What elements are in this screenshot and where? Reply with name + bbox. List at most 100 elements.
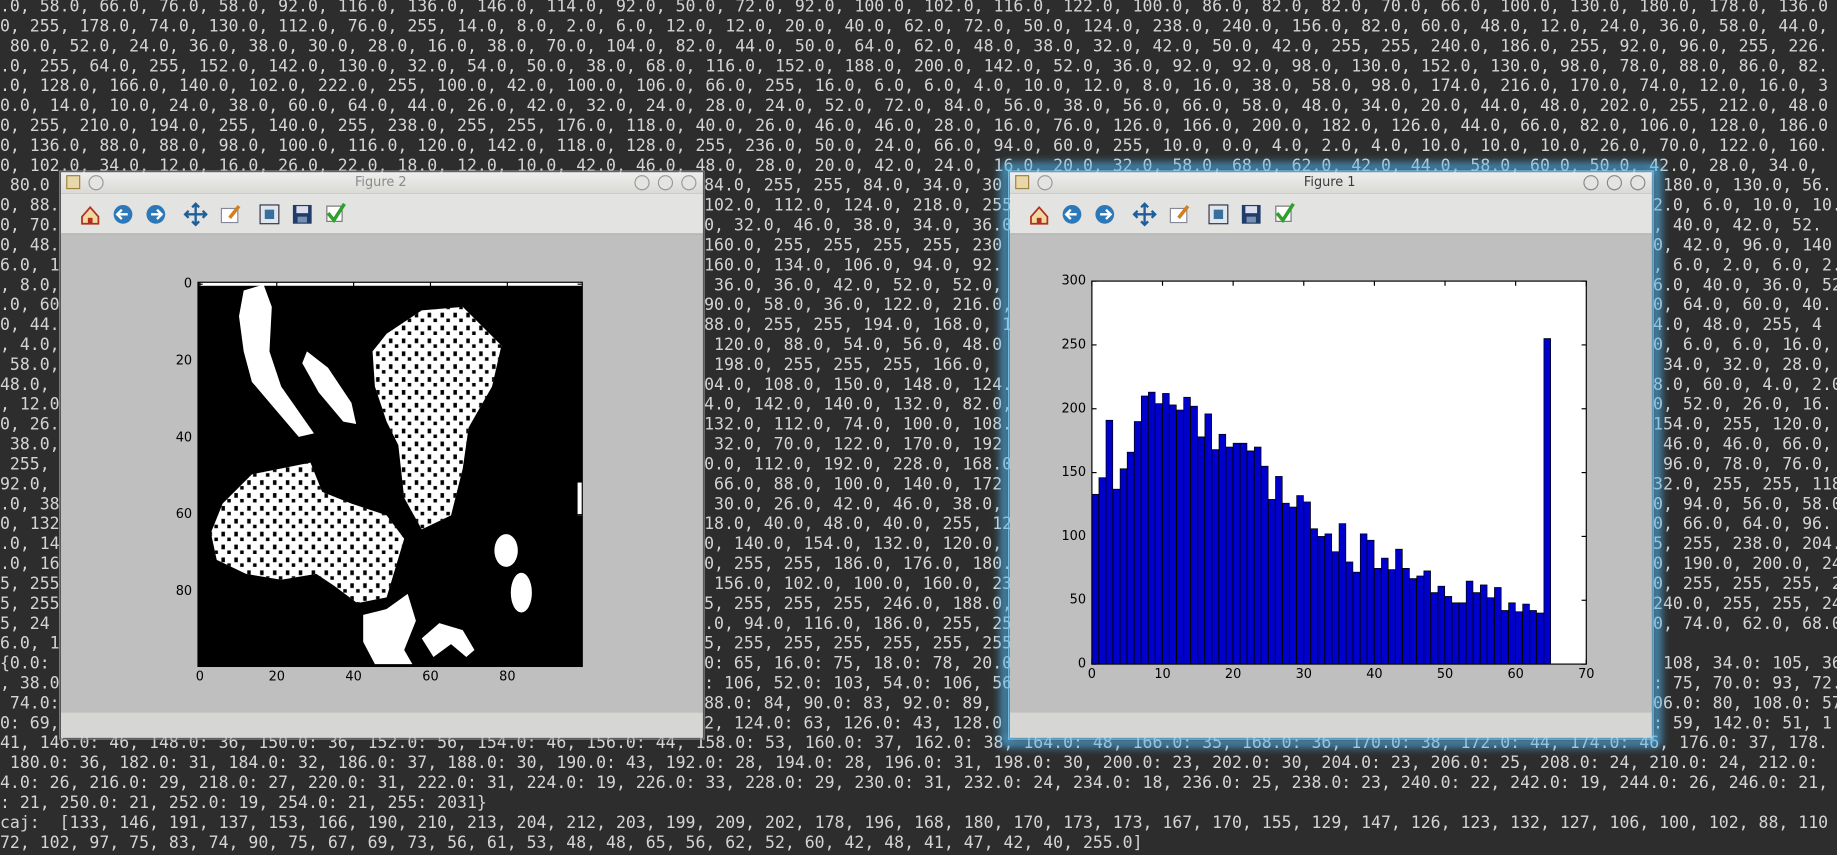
x-tick-label: 0: [1088, 667, 1096, 682]
terminal-line: 4.0, 48.0, 255, 4: [1653, 315, 1822, 334]
status-bar: [1009, 712, 1652, 738]
terminal-line: 46.0, 46.0, 66.0,: [1653, 435, 1832, 454]
terminal-line: , 12.0: [0, 395, 60, 414]
terminal-line: 0, 70.: [0, 216, 60, 235]
terminal-line: 80.0: [0, 176, 50, 195]
bar: [1501, 610, 1509, 665]
terminal-line: 5, 255, 255, 255, 246.0, 188.0,: [704, 594, 1012, 613]
window-border: [59, 170, 705, 740]
bar: [1543, 338, 1551, 665]
axes-frame: [1091, 280, 1587, 665]
terminal-line: 4.0, 142.0, 140.0, 132.0, 82.0,: [704, 395, 1012, 414]
bar: [1331, 551, 1340, 665]
figure-window: Figure 1 0 10 20 30 40 50 60 70 0 50 100 150 200 250 3…: [1001, 163, 1661, 747]
terminal-line: 5, 255: [0, 574, 60, 593]
terminal-line: 132.0, 112.0, 74.0, 100.0, 108.: [704, 415, 1012, 434]
terminal-line: 160.0, 134.0, 106.0, 94.0, 92.: [704, 255, 1002, 274]
bar: [1155, 403, 1163, 665]
terminal-line: 30.0, 26.0, 42.0, 46.0, 38.0,: [704, 494, 1002, 513]
bar: [1190, 405, 1198, 665]
bar: [1133, 421, 1142, 665]
terminal-line: 88.0: 84, 90.0: 83, 92.0: 89,: [704, 693, 992, 712]
bar: [1140, 395, 1149, 665]
bar: [1465, 580, 1474, 665]
terminal-line: 06.0: 80, 108.0: 57: [1653, 693, 1837, 712]
bar: [1338, 523, 1347, 665]
terminal-line: 84.0, 255, 255, 84.0, 34.0, 30: [704, 176, 1002, 195]
window-title: Figure 1: [1304, 175, 1356, 190]
bar: [1416, 575, 1424, 665]
terminal-line: : 59, 142.0: 51, 1: [1653, 713, 1832, 732]
terminal-line: 5, 24: [0, 614, 50, 633]
bar: [1119, 468, 1128, 665]
bar: [1091, 493, 1099, 665]
bar: [1437, 585, 1446, 665]
terminal-line: 0, 52.0, 26.0, 16.: [1653, 395, 1832, 414]
window-menu-button[interactable]: [88, 175, 104, 191]
bar: [1430, 592, 1438, 665]
bar: [1261, 465, 1269, 665]
close-button[interactable]: [1630, 175, 1646, 191]
bar: [1282, 502, 1290, 665]
terminal-line: 38.0,: [0, 435, 60, 454]
app-icon: [1015, 175, 1030, 190]
bar: [1112, 488, 1121, 665]
terminal-line: , 6.0, 2.0, 6.0, 2.: [1653, 255, 1837, 274]
maximize-button[interactable]: [1606, 175, 1623, 191]
terminal-line: 0, 26.: [0, 415, 60, 434]
terminal-line: 8.0, 60.0, 4.0, 2.0: [1653, 375, 1837, 394]
bar: [1458, 602, 1467, 665]
y-tick-label: 60: [176, 507, 192, 522]
terminal-line: 2, 124.0: 63, 126.0: 43, 128.0: [704, 713, 1002, 732]
bar: [1183, 396, 1191, 665]
terminal-line: .0, 128.0, 166.0, 140.0, 102.0, 222.0, 2…: [0, 76, 1828, 95]
bar: [1289, 506, 1297, 665]
terminal-line: 0, 44.: [0, 315, 60, 334]
x-tick-label: 40: [345, 669, 361, 684]
bar: [1536, 612, 1544, 665]
terminal-line: 0, 132: [0, 514, 60, 533]
x-tick-label: 20: [1225, 667, 1241, 682]
y-tick-label: 200: [1061, 401, 1086, 416]
bar: [1197, 436, 1205, 665]
terminal-line: 0, 190.0, 200.0, 24: [1653, 554, 1837, 573]
terminal-line: 0, 48.: [0, 235, 60, 254]
terminal-line: 0, 94.0, 56.0, 58.0: [1653, 494, 1837, 513]
bar: [1218, 433, 1227, 665]
bar: [1515, 611, 1523, 665]
bar: [1444, 596, 1453, 665]
x-tick-label: 10: [1154, 667, 1170, 682]
terminal-line: 88.0, 255, 255, 194.0, 168.0, 1: [704, 315, 1012, 334]
terminal-line: 96.0, 78.0, 76.0,: [1653, 454, 1832, 473]
window-menu-button[interactable]: [1037, 175, 1053, 191]
y-tick-label: 50: [1070, 593, 1086, 608]
bar: [1176, 409, 1184, 665]
terminal-line: 0, 255, 255, 255, 2: [1653, 574, 1837, 593]
terminal-line: 0, 64.0, 60.0, 40.: [1653, 295, 1832, 314]
x-tick-label: 60: [422, 669, 438, 684]
bar: [1317, 536, 1325, 665]
terminal-line: 2.0, 6.0, 10.0, 10.: [1653, 196, 1837, 215]
terminal-line: : 106, 52.0: 103, 54.0: 106, 56: [704, 674, 1012, 693]
bar: [1522, 603, 1530, 665]
terminal-line: 6.0, 40.0, 36.0, 52: [1653, 275, 1837, 294]
bar: [1395, 548, 1403, 665]
terminal-line: 0, 255, 210.0, 194.0, 255, 140.0, 255, 2…: [0, 116, 1828, 135]
x-tick-label: 80: [499, 669, 515, 684]
terminal-line: 92.0,: [0, 474, 50, 493]
close-button[interactable]: [681, 175, 697, 191]
terminal-line: 6.0, 1: [0, 255, 60, 274]
terminal-line: 90.0, 58.0, 36.0, 122.0, 216.0,: [704, 295, 1012, 314]
terminal-line: , 4.0,: [0, 335, 60, 354]
terminal-line: 34.0, 32.0, 28.0,: [1653, 355, 1832, 374]
bar: [1529, 610, 1537, 665]
bar: [1324, 533, 1333, 665]
bar: [1352, 571, 1361, 665]
maximize-button[interactable]: [657, 175, 674, 191]
minimize-button[interactable]: [1583, 175, 1599, 191]
terminal-line: 120.0, 88.0, 54.0, 56.0, 48.0: [704, 335, 1002, 354]
y-tick-label: 300: [1061, 274, 1086, 289]
minimize-button[interactable]: [634, 175, 650, 191]
x-tick-label: 30: [1296, 667, 1312, 682]
terminal-line: 18.0, 40.0, 48.0, 40.0, 255, 12: [704, 514, 1012, 533]
